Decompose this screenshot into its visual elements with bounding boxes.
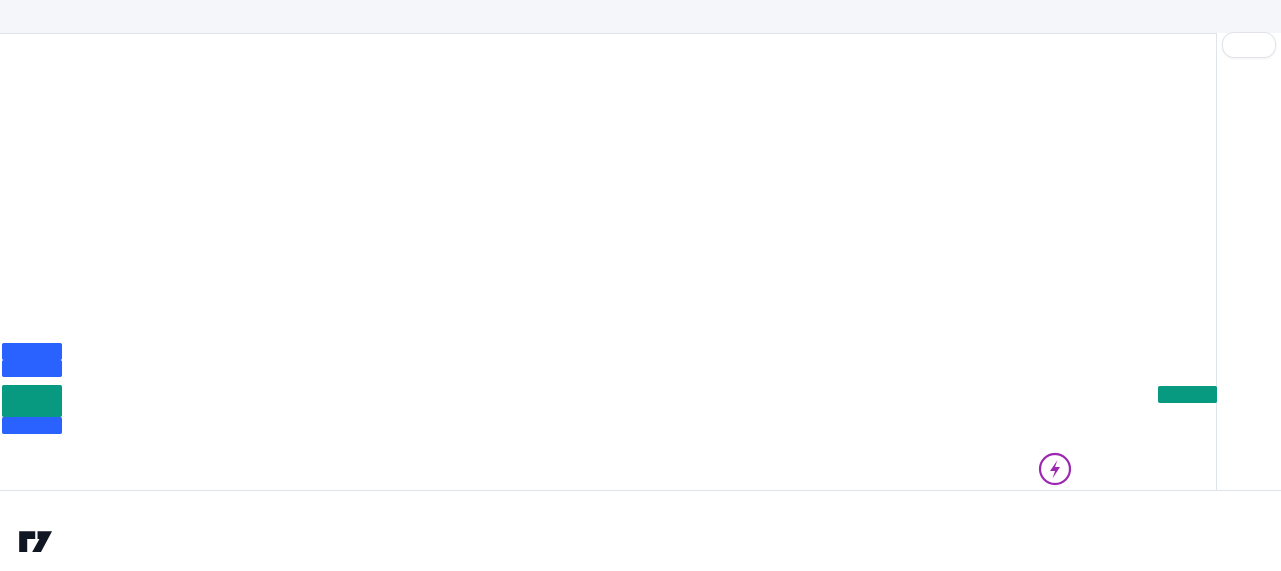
price-axis[interactable] bbox=[1216, 33, 1281, 490]
current-price-label bbox=[2, 385, 62, 417]
lightning-icon bbox=[1050, 460, 1060, 479]
currency-toggle-button[interactable] bbox=[1222, 32, 1276, 58]
price-label-2396 bbox=[2, 343, 62, 360]
attribution-bar bbox=[0, 0, 1281, 34]
lightning-alert-button[interactable] bbox=[1038, 452, 1072, 486]
tradingview-logo-icon bbox=[19, 531, 53, 552]
legend-symbol-row[interactable] bbox=[18, 38, 30, 54]
price-label-2342 bbox=[2, 360, 62, 377]
price-label-2174 bbox=[2, 417, 62, 434]
legend-volume-row[interactable] bbox=[18, 55, 30, 70]
symbol-price-tag bbox=[1158, 386, 1217, 403]
chart-legend bbox=[18, 38, 30, 71]
footer-logo[interactable] bbox=[18, 525, 63, 559]
time-axis[interactable] bbox=[0, 490, 1281, 513]
